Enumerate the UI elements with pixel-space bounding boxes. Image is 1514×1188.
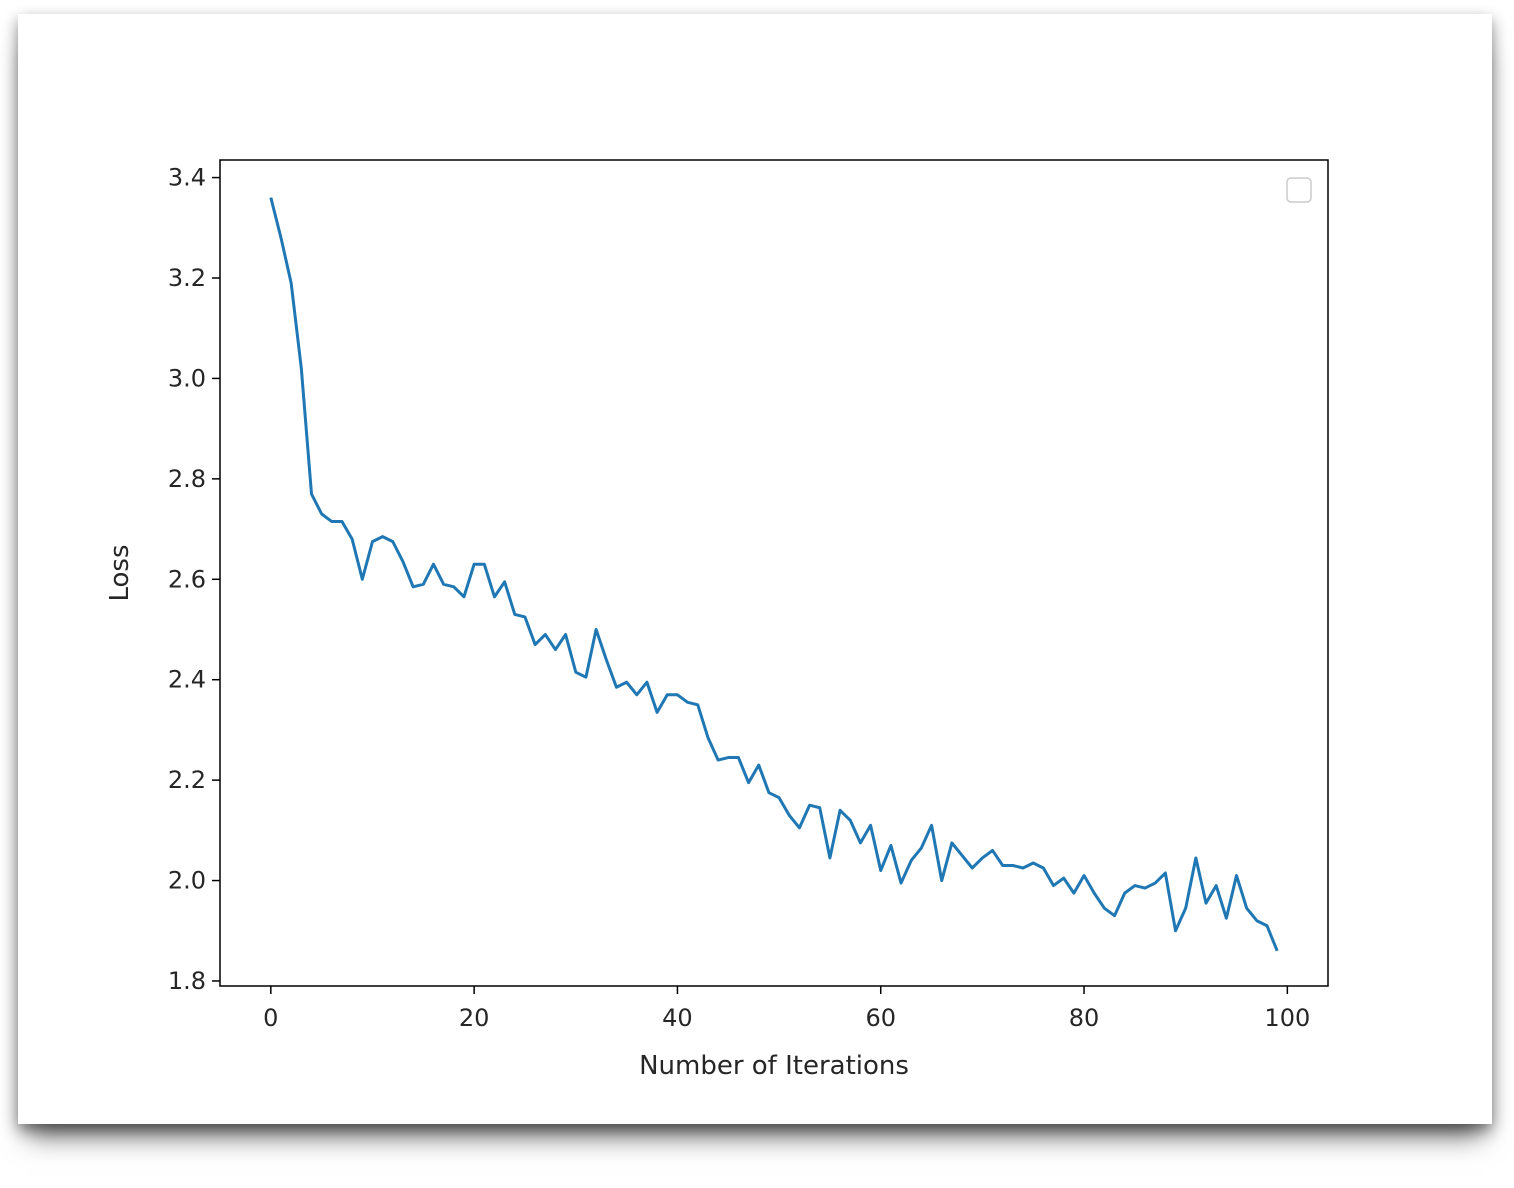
y-tick-label: 2.8 xyxy=(168,465,206,493)
y-tick-label: 3.0 xyxy=(168,364,206,392)
series-layer xyxy=(269,197,1279,952)
y-tick-label: 2.2 xyxy=(168,766,206,794)
x-axis-ticks: 0 20 40 60 80 100 xyxy=(263,986,1310,1032)
figure-card xyxy=(18,14,1492,1124)
y-tick-label: 2.4 xyxy=(168,666,206,694)
plot-frame xyxy=(219,159,1329,987)
y-axis-title: Loss xyxy=(105,544,135,601)
x-tick-label: 100 xyxy=(1264,1004,1310,1032)
y-tick-label: 3.4 xyxy=(168,164,206,192)
x-tick-label: 80 xyxy=(1069,1004,1100,1032)
y-tick-label: 1.8 xyxy=(168,967,206,995)
y-tick-label: 3.2 xyxy=(168,264,206,292)
x-axis-title: Number of Iterations xyxy=(639,1051,909,1081)
x-tick-label: 40 xyxy=(662,1004,693,1032)
y-axis-ticks: 1.8 2.0 2.2 2.4 2.6 2.8 3.0 3.2 3.4 xyxy=(168,164,220,995)
y-tick-label: 2.0 xyxy=(168,867,206,895)
y-tick-label: 2.6 xyxy=(168,565,206,593)
x-tick-label: 60 xyxy=(865,1004,896,1032)
x-tick-label: 20 xyxy=(459,1004,490,1032)
x-tick-label: 0 xyxy=(263,1004,278,1032)
loss-series-line xyxy=(269,197,1279,952)
legend-box xyxy=(1286,177,1312,203)
